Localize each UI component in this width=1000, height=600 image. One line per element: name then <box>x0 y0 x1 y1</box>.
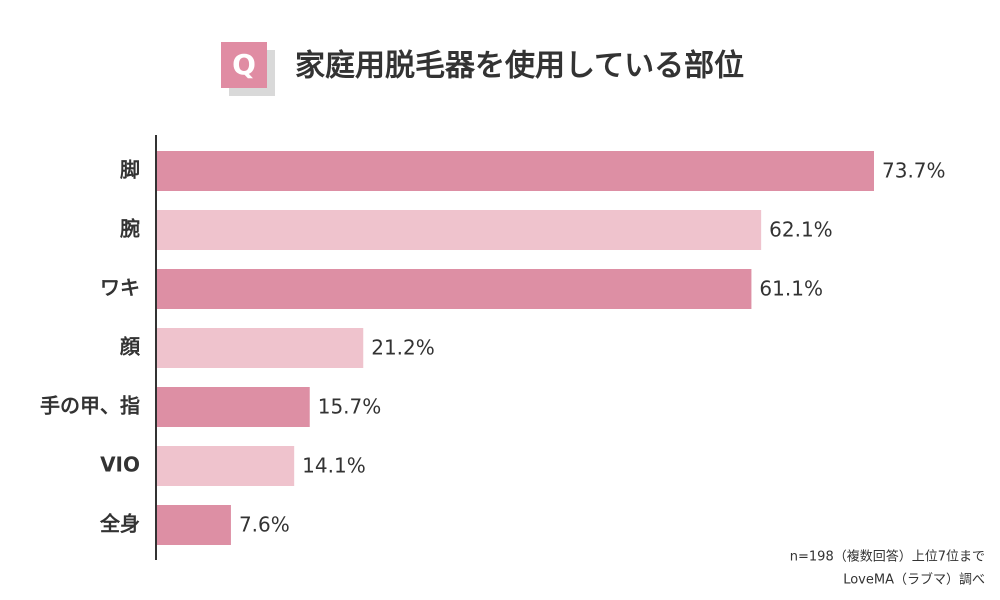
category-label: 腕 <box>119 217 140 241</box>
category-label: 顔 <box>119 335 141 359</box>
category-label: 手の甲、指 <box>40 394 140 418</box>
category-label: 脚 <box>120 158 140 182</box>
bar <box>157 387 310 427</box>
bar <box>157 446 295 486</box>
value-label: 14.1% <box>302 454 366 478</box>
badge <box>221 42 267 88</box>
category-label: ワキ <box>100 276 140 300</box>
bar <box>157 210 762 250</box>
bar <box>157 505 231 545</box>
value-label: 61.1% <box>759 277 823 301</box>
category-label: VIO <box>100 453 140 477</box>
bar <box>157 328 364 368</box>
bar <box>157 269 752 309</box>
note: n=198（複数回答）上位7位まで <box>790 549 985 565</box>
value-label: 62.1% <box>769 218 833 242</box>
badge-text: Q <box>232 48 256 81</box>
chart-title: 家庭用脱毛器を使用している部位 <box>295 49 744 84</box>
category-label: 全身 <box>99 512 140 536</box>
value-label: 7.6% <box>239 513 290 537</box>
value-label: 15.7% <box>318 395 382 419</box>
note: LoveMA（ラブマ）調べ <box>843 572 985 588</box>
bar <box>157 151 874 191</box>
value-label: 73.7% <box>882 159 946 183</box>
value-label: 21.2% <box>371 336 435 360</box>
